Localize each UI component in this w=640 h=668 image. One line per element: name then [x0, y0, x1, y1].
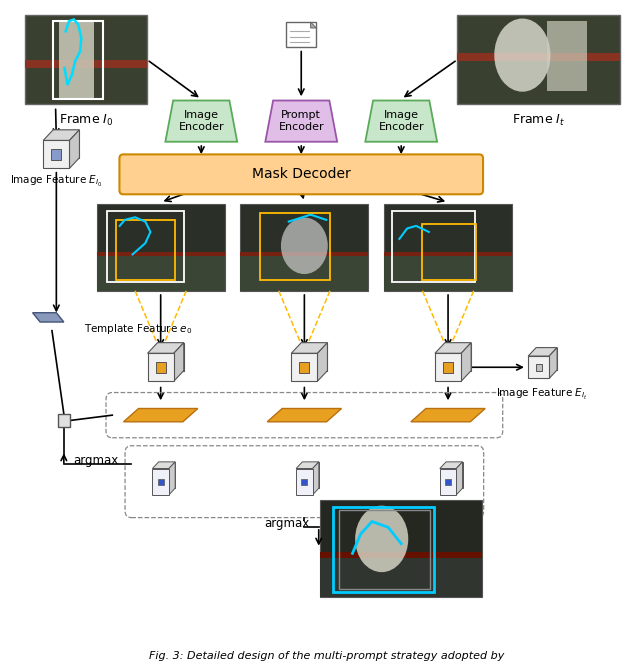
Bar [58, 414, 70, 427]
Polygon shape [157, 343, 184, 371]
Polygon shape [148, 353, 174, 381]
Polygon shape [53, 130, 79, 158]
Bar [392, 211, 475, 282]
Bar [440, 468, 456, 495]
Polygon shape [301, 343, 328, 371]
Bar [320, 552, 483, 558]
Polygon shape [365, 100, 437, 142]
Polygon shape [291, 343, 328, 353]
Polygon shape [124, 409, 198, 422]
Polygon shape [549, 347, 557, 379]
Polygon shape [528, 356, 549, 379]
Bar [300, 362, 309, 373]
Bar [458, 53, 620, 61]
Bar [286, 22, 316, 47]
Bar [260, 213, 330, 281]
Bar [296, 468, 312, 495]
Polygon shape [456, 462, 463, 495]
Bar [97, 252, 225, 256]
Polygon shape [445, 343, 471, 371]
Polygon shape [302, 462, 319, 488]
Polygon shape [435, 343, 471, 353]
Bar [384, 252, 512, 256]
Ellipse shape [494, 19, 550, 92]
Text: argmax: argmax [73, 454, 118, 467]
Polygon shape [291, 353, 317, 381]
Polygon shape [310, 22, 316, 28]
Polygon shape [152, 462, 175, 468]
Bar [156, 362, 166, 373]
Polygon shape [528, 347, 557, 356]
Bar [60, 21, 94, 98]
Polygon shape [296, 462, 319, 468]
Text: Image Feature $E_{I_t}$: Image Feature $E_{I_t}$ [496, 387, 588, 402]
Bar [53, 21, 103, 99]
Bar [116, 220, 175, 281]
Polygon shape [312, 462, 319, 495]
Bar [97, 204, 225, 291]
Polygon shape [446, 462, 463, 488]
Bar [107, 211, 184, 282]
Bar [443, 362, 453, 373]
Text: Image
Encoder: Image Encoder [179, 110, 224, 132]
Polygon shape [44, 130, 79, 140]
Bar [333, 507, 434, 592]
Bar [301, 478, 307, 485]
Bar [320, 500, 483, 597]
Bar [97, 252, 225, 291]
Bar [241, 252, 369, 256]
Polygon shape [159, 462, 175, 488]
Bar [320, 553, 483, 597]
Polygon shape [536, 347, 557, 370]
Bar [422, 224, 476, 281]
Bar [384, 204, 512, 291]
Bar [339, 510, 431, 589]
Bar [158, 478, 164, 485]
Bar [445, 478, 451, 485]
FancyBboxPatch shape [120, 154, 483, 194]
Bar [384, 252, 512, 291]
Text: Mask Decoder: Mask Decoder [252, 168, 351, 181]
Bar [241, 204, 369, 291]
Polygon shape [70, 130, 79, 168]
Polygon shape [169, 462, 175, 495]
Polygon shape [411, 409, 485, 422]
Bar [152, 468, 169, 495]
Polygon shape [317, 343, 328, 381]
Polygon shape [435, 353, 461, 381]
Polygon shape [44, 140, 70, 168]
Polygon shape [461, 343, 471, 381]
Polygon shape [174, 343, 184, 381]
Bar [25, 15, 147, 104]
Polygon shape [148, 343, 184, 353]
Text: Fig. 3: Detailed design of the multi-prompt strategy adopted by: Fig. 3: Detailed design of the multi-pro… [148, 651, 504, 661]
Polygon shape [33, 313, 64, 322]
Text: Prompt
Encoder: Prompt Encoder [278, 110, 324, 132]
Text: Image
Encoder: Image Encoder [378, 110, 424, 132]
Bar [547, 21, 588, 92]
Polygon shape [267, 409, 342, 422]
Bar [458, 15, 620, 104]
Polygon shape [165, 100, 237, 142]
Ellipse shape [281, 218, 328, 274]
Text: Template Feature $e_0$: Template Feature $e_0$ [84, 322, 193, 336]
Ellipse shape [355, 506, 408, 572]
Text: Frame $I_0$: Frame $I_0$ [59, 112, 113, 128]
Bar [536, 364, 542, 371]
Bar [51, 149, 61, 160]
Bar [25, 60, 147, 68]
Polygon shape [266, 100, 337, 142]
Text: argmax: argmax [264, 517, 309, 530]
Bar [241, 252, 369, 291]
Text: Frame $I_t$: Frame $I_t$ [512, 112, 565, 128]
Polygon shape [440, 462, 463, 468]
Text: Image Feature $E_{I_0}$: Image Feature $E_{I_0}$ [10, 174, 102, 189]
